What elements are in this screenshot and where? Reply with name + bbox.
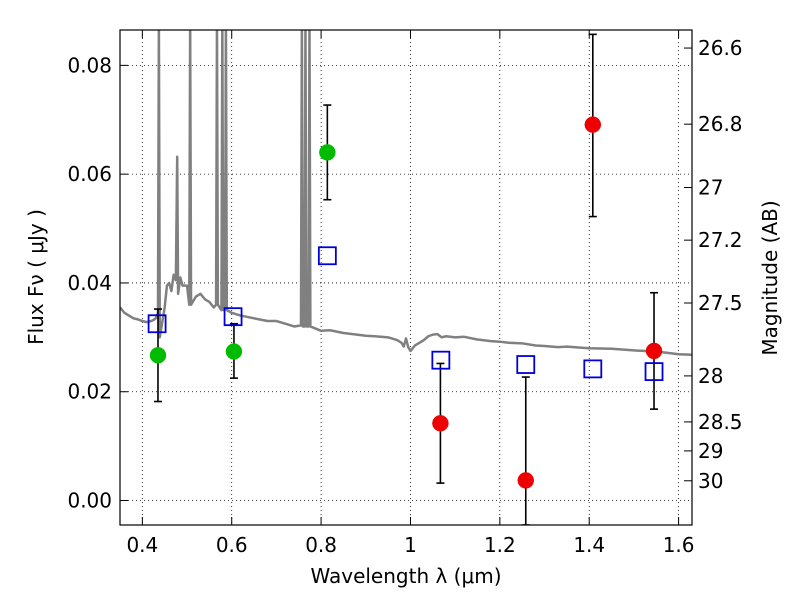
- x-tick-label: 1.4: [573, 533, 605, 557]
- right-tick-label: 27.5: [698, 291, 743, 315]
- data-point: [149, 347, 167, 364]
- x-tick-label: 1.6: [663, 533, 695, 557]
- model-point: [317, 246, 337, 266]
- series-layer: [120, 30, 692, 525]
- right-tick-label: 27.2: [698, 228, 743, 252]
- right-tick-label: 28.5: [698, 410, 743, 434]
- y-axis-label: Flux Fν ( μJy ): [24, 209, 48, 345]
- x-tick-label: 0.4: [126, 533, 158, 557]
- plot-frame: [119, 29, 693, 526]
- data-point: [225, 343, 243, 360]
- right-tick-label: 30: [698, 469, 723, 493]
- grid: [120, 30, 692, 525]
- data-point: [432, 415, 449, 432]
- model-point: [223, 307, 243, 327]
- right-tick-label: 26.8: [698, 112, 743, 136]
- x-tick-label: 1.2: [484, 533, 516, 557]
- y-tick-label: 0.04: [67, 271, 112, 295]
- x-tick-label: 0.6: [216, 533, 248, 557]
- x-tick-label: 0.8: [305, 533, 337, 557]
- right-tick-label: 26.6: [698, 36, 743, 60]
- model-point: [644, 362, 664, 382]
- y-tick-label: 0.06: [67, 162, 112, 186]
- ticks: 0.4 0.6 0.8 1 1.2 1.4 1.6 0.00 0.02 0.04 0.06 0.08 2…: [67, 30, 743, 557]
- spectrum-line: [120, 30, 692, 356]
- model-point: [431, 350, 451, 370]
- x-axis-label: Wavelength λ (μm): [310, 564, 501, 588]
- data-point: [517, 472, 535, 489]
- data-point: [645, 342, 663, 360]
- right-tick-label: 28: [698, 364, 723, 388]
- model-point: [147, 314, 167, 334]
- right-tick-label: 27: [698, 175, 723, 199]
- right-tick-label: 29: [698, 439, 723, 463]
- x-tick-label: 1: [404, 533, 417, 557]
- y-tick-label: 0.00: [67, 489, 112, 513]
- model-point: [583, 359, 603, 379]
- y-tick-label: 0.02: [67, 380, 112, 404]
- data-point: [319, 144, 336, 161]
- data-point: [584, 116, 602, 133]
- y-tick-label: 0.08: [67, 53, 112, 77]
- model-point: [516, 355, 536, 374]
- right-axis-label: Magnitude (AB): [758, 200, 782, 355]
